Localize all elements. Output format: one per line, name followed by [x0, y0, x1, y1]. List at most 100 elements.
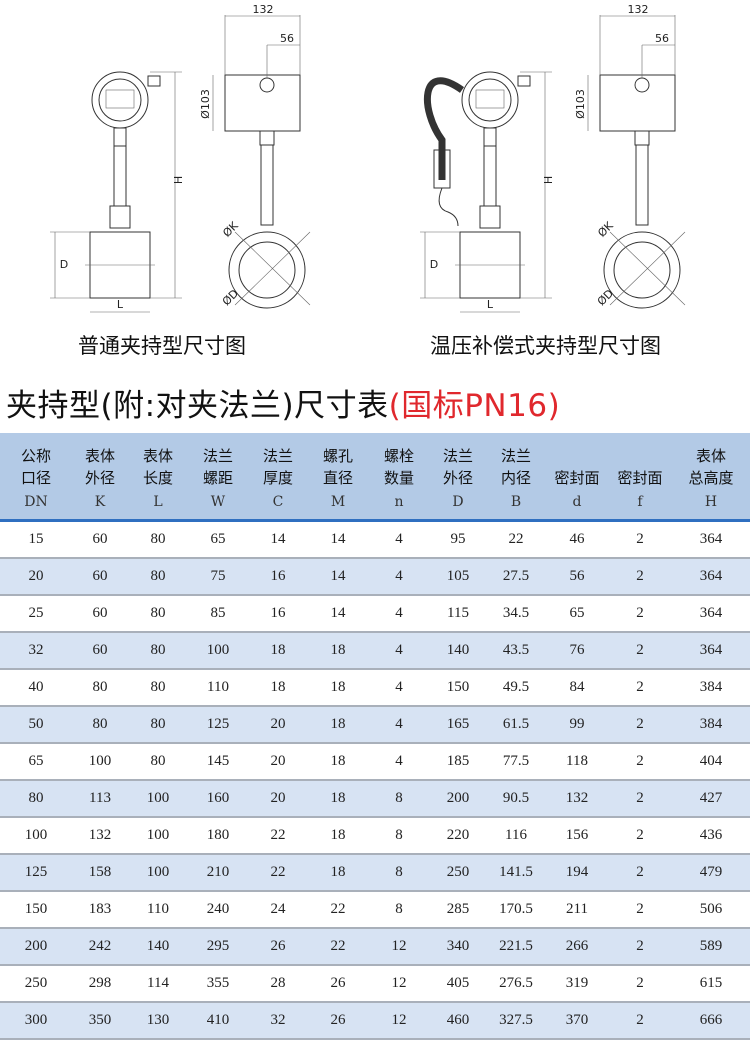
title-standard: (国标PN16) [388, 388, 561, 424]
table-cell: 100 [128, 780, 188, 818]
header-line2: 内径 [500, 469, 531, 487]
table-cell: 8 [368, 817, 430, 855]
nameplate [475, 89, 505, 109]
header-line2: 口径 [20, 469, 51, 487]
table-cell: 145 [188, 743, 248, 781]
table-cell: 60 [72, 558, 128, 596]
table-cell: 2 [608, 520, 672, 559]
header-line2: 密封面 [554, 469, 600, 487]
header-line1: 公称 [20, 447, 51, 465]
side-neck [259, 130, 275, 146]
compensated-clamp-drawing: D L H ØK ØD 132 56 Ø103 [420, 3, 686, 313]
table-cell: 2 [608, 706, 672, 744]
side-head [224, 74, 301, 132]
table-cell: 221.5 [486, 928, 546, 966]
dimension-l-label: L [117, 298, 124, 311]
header-line1: 螺栓 [383, 447, 414, 465]
neck [113, 127, 127, 147]
header-line2: 长度 [142, 469, 173, 487]
table-cell: 220 [430, 817, 486, 855]
table-cell: 240 [188, 891, 248, 929]
stem [483, 145, 497, 207]
table-cell: 4 [368, 706, 430, 744]
header-code: K [94, 494, 106, 510]
table-cell: 46 [546, 520, 608, 559]
table-cell: 319 [546, 965, 608, 1003]
table-cell: 60 [72, 520, 128, 559]
table-cell: 25 [0, 595, 72, 633]
stem-base [479, 205, 501, 229]
table-cell: 115 [430, 595, 486, 633]
table-row: 15 60 80 65 14 14 4 95 22 46 2 364 [0, 520, 750, 559]
table-cell: 4 [368, 595, 430, 633]
header-code: DN [24, 494, 48, 510]
header-line2: 外径 [442, 469, 473, 487]
header-line2: 密封面 [617, 469, 663, 487]
table-row: 80 113 100 160 20 18 8 200 90.5 132 2 427 [0, 780, 750, 818]
table-cell: 26 [248, 928, 308, 966]
table-cell: 60 [72, 632, 128, 670]
table-cell: 20 [248, 706, 308, 744]
drawing-line [609, 231, 686, 306]
table-cell: 80 [128, 558, 188, 596]
table-cell: 110 [188, 669, 248, 707]
header-line1: 法兰 [202, 447, 233, 465]
header-line2: 数量 [383, 469, 414, 487]
column-header-l: 表体 长度 L [128, 433, 188, 522]
column-header-m: 螺孔 直径 M [308, 433, 368, 522]
table-cell: 90.5 [486, 780, 546, 818]
table-cell: 22 [308, 928, 368, 966]
table-cell: 405 [430, 965, 486, 1003]
table-cell: 327.5 [486, 1002, 546, 1040]
dimension-h-label: H [542, 176, 555, 184]
table-cell: 340 [430, 928, 486, 966]
compensated-clamp-caption: 温压补偿式夹持型尺寸图 [430, 334, 661, 358]
table-cell: 194 [546, 854, 608, 892]
table-cell: 479 [672, 854, 750, 892]
transmitter-head [91, 71, 149, 129]
table-cell: 355 [188, 965, 248, 1003]
table-cell: 130 [128, 1002, 188, 1040]
dimension-flange-label: ØD [220, 287, 241, 308]
table-cell: 2 [608, 743, 672, 781]
table-cell: 4 [368, 632, 430, 670]
table-cell: 40 [0, 669, 72, 707]
dimension-d-label: D [430, 258, 438, 271]
dimension-k-label: ØK [595, 219, 616, 240]
table-row: 50 80 80 125 20 18 4 165 61.5 99 2 384 [0, 706, 750, 744]
dimension-width-label: 132 [253, 3, 274, 16]
table-cell: 350 [72, 1002, 128, 1040]
header-line1: 法兰 [442, 447, 473, 465]
table-row: 65 100 80 145 20 18 4 185 77.5 118 2 404 [0, 743, 750, 781]
table-cell: 364 [672, 632, 750, 670]
table-cell: 14 [308, 595, 368, 633]
table-cell: 404 [672, 743, 750, 781]
table-cell: 140 [128, 928, 188, 966]
stem-base [109, 205, 131, 229]
dimension-head-dia-label: Ø103 [574, 89, 587, 119]
table-cell: 110 [128, 891, 188, 929]
header-line2: 直径 [322, 469, 353, 487]
side-plug [634, 77, 650, 93]
standard-clamp-drawing: D L H ØK ØD 132 56 Ø103 [50, 3, 311, 313]
table-cell: 158 [72, 854, 128, 892]
table-cell: 276.5 [486, 965, 546, 1003]
header-line1: 表体 [695, 447, 726, 465]
table-cell: 24 [248, 891, 308, 929]
table-cell: 20 [248, 743, 308, 781]
table-cell: 370 [546, 1002, 608, 1040]
column-header-f: 密封面 f [608, 433, 672, 522]
table-cell: 20 [0, 558, 72, 596]
table-cell: 118 [546, 743, 608, 781]
side-neck [634, 130, 650, 146]
table-cell: 2 [608, 595, 672, 633]
table-cell: 150 [0, 891, 72, 929]
column-header-b: 法兰 内径 B [486, 433, 546, 522]
header-line1: 表体 [84, 447, 115, 465]
side-bore [238, 241, 296, 299]
table-cell: 364 [672, 558, 750, 596]
table-cell: 8 [368, 780, 430, 818]
table-cell: 266 [546, 928, 608, 966]
dimension-head-dia-label: Ø103 [199, 89, 212, 119]
column-header-d: 法兰 外径 D [430, 433, 486, 522]
